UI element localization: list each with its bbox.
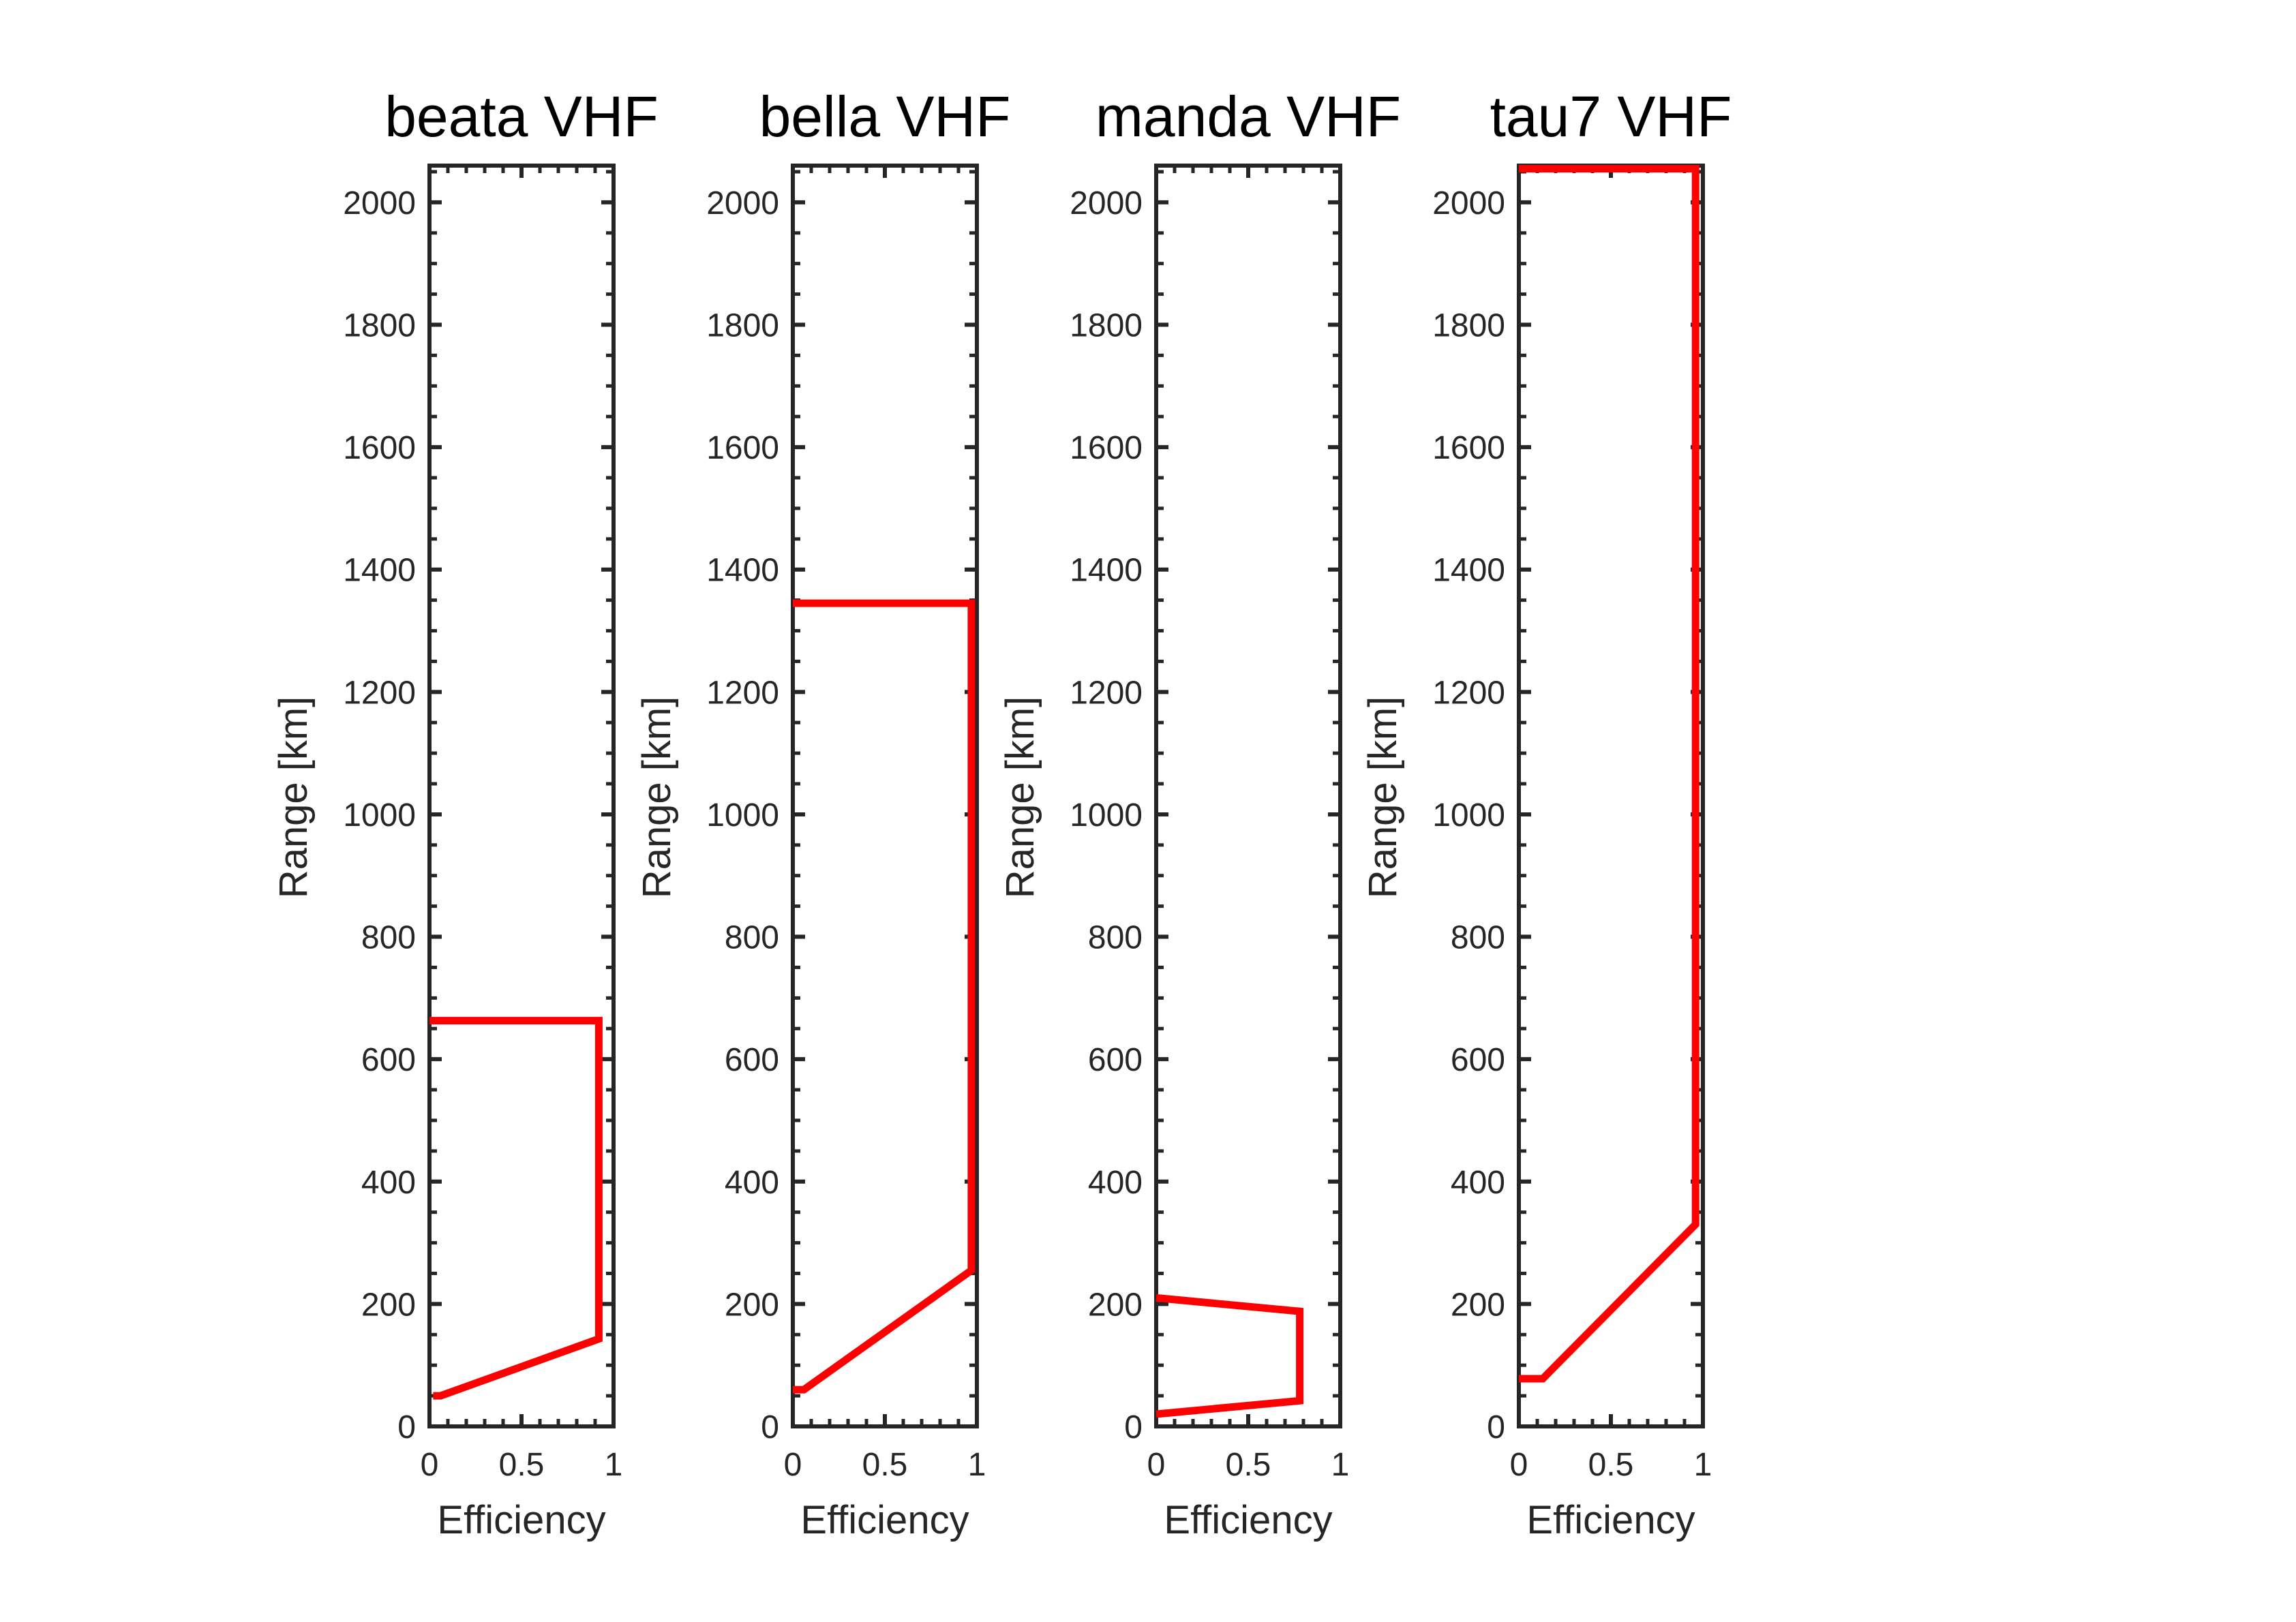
y-tick-label: 0 (1487, 1409, 1505, 1445)
x-tick-label: 0.5 (499, 1447, 545, 1483)
x-tick-label: 0 (784, 1447, 802, 1483)
y-tick-label: 1200 (1070, 675, 1143, 711)
y-tick-label: 600 (1088, 1042, 1143, 1078)
y-tick-label: 1000 (343, 797, 416, 833)
y-tick-label: 600 (361, 1042, 416, 1078)
y-tick-label: 1200 (1432, 675, 1505, 711)
y-tick-label: 1800 (343, 307, 416, 343)
y-tick-label: 0 (397, 1409, 416, 1445)
panel-4: 0 200 400 600 800 1000 1200 1400 1600 1800 2000 0 0.… (1361, 85, 1732, 1542)
y-axis-label: Range [km] (635, 697, 679, 899)
y-tick-label: 600 (1451, 1042, 1505, 1078)
y-tick-label: 400 (1088, 1165, 1143, 1201)
y-tick-label: 1200 (343, 675, 416, 711)
y-tick-label: 0 (761, 1409, 779, 1445)
efficiency-series-line (1155, 1294, 1304, 1418)
y-tick-label: 1400 (1432, 553, 1505, 589)
y-axis-label: Range [km] (1361, 697, 1405, 899)
panel-3: 0 200 400 600 800 1000 1200 1400 1600 1800 2000 0 0.… (998, 85, 1401, 1542)
panel-2: 0 200 400 600 800 1000 1200 1400 1600 1800 2000 0 0.… (635, 85, 1010, 1542)
y-tick-label: 1400 (706, 553, 779, 589)
x-tick-label: 0 (1147, 1447, 1166, 1483)
y-tick-label: 1600 (706, 430, 779, 466)
y-tick-label: 800 (725, 920, 779, 956)
y-tick-label: 2000 (1432, 185, 1505, 221)
y-tick-label: 800 (1088, 920, 1143, 956)
y-tick-label: 200 (361, 1287, 416, 1323)
y-tick-label: 1600 (1432, 430, 1505, 466)
y-tick-label: 800 (1451, 920, 1505, 956)
y-tick-label: 200 (725, 1287, 779, 1323)
x-tick-label: 1 (968, 1447, 986, 1483)
x-tick-label: 0.5 (1226, 1447, 1271, 1483)
x-axis-label: Efficiency (437, 1498, 605, 1542)
x-tick-label: 0 (1510, 1447, 1528, 1483)
y-tick-label: 2000 (343, 185, 416, 221)
y-tick-label: 1000 (1070, 797, 1143, 833)
chart-title: bella VHF (759, 85, 1011, 149)
y-tick-label: 400 (361, 1165, 416, 1201)
y-tick-label: 1000 (706, 797, 779, 833)
x-tick-label: 0.5 (1588, 1447, 1634, 1483)
axes-box (791, 164, 979, 1428)
y-tick-label: 200 (1088, 1287, 1143, 1323)
y-tick-label: 2000 (706, 185, 779, 221)
chart-title: manda VHF (1096, 85, 1401, 149)
y-tick-label: 1400 (343, 553, 416, 589)
y-tick-label: 400 (725, 1165, 779, 1201)
y-axis-label: Range [km] (271, 697, 316, 899)
axes-box (1154, 164, 1342, 1428)
y-tick-label: 1600 (1070, 430, 1143, 466)
y-tick-label: 1600 (343, 430, 416, 466)
x-tick-label: 1 (1694, 1447, 1712, 1483)
x-tick-label: 1 (1331, 1447, 1350, 1483)
y-tick-label: 400 (1451, 1165, 1505, 1201)
y-tick-label: 800 (361, 920, 416, 956)
y-tick-label: 2000 (1070, 185, 1143, 221)
axes-box (427, 164, 616, 1428)
y-tick-label: 200 (1451, 1287, 1505, 1323)
y-axis-label: Range [km] (998, 697, 1042, 899)
y-tick-label: 1800 (706, 307, 779, 343)
x-tick-label: 0 (421, 1447, 439, 1483)
efficiency-series-line (793, 599, 976, 1394)
y-tick-label: 0 (1124, 1409, 1143, 1445)
x-axis-label: Efficiency (800, 1498, 969, 1542)
x-tick-label: 0.5 (862, 1447, 908, 1483)
y-tick-label: 1000 (1432, 797, 1505, 833)
chart-title: beata VHF (384, 85, 659, 149)
y-tick-label: 1800 (1432, 307, 1505, 343)
y-tick-label: 1400 (1070, 553, 1143, 589)
efficiency-series-line (429, 1017, 603, 1400)
axes-box (1517, 164, 1705, 1428)
efficiency-series-line (1519, 165, 1700, 1383)
y-tick-label: 1800 (1070, 307, 1143, 343)
x-axis-label: Efficiency (1526, 1498, 1695, 1542)
chart-title: tau7 VHF (1490, 85, 1732, 149)
y-tick-label: 600 (725, 1042, 779, 1078)
panel-1: 0 200 400 600 800 1000 1200 1400 1600 1800 2000 0 0.… (271, 85, 659, 1542)
x-axis-label: Efficiency (1164, 1498, 1332, 1542)
y-tick-label: 1200 (706, 675, 779, 711)
x-tick-label: 1 (605, 1447, 623, 1483)
